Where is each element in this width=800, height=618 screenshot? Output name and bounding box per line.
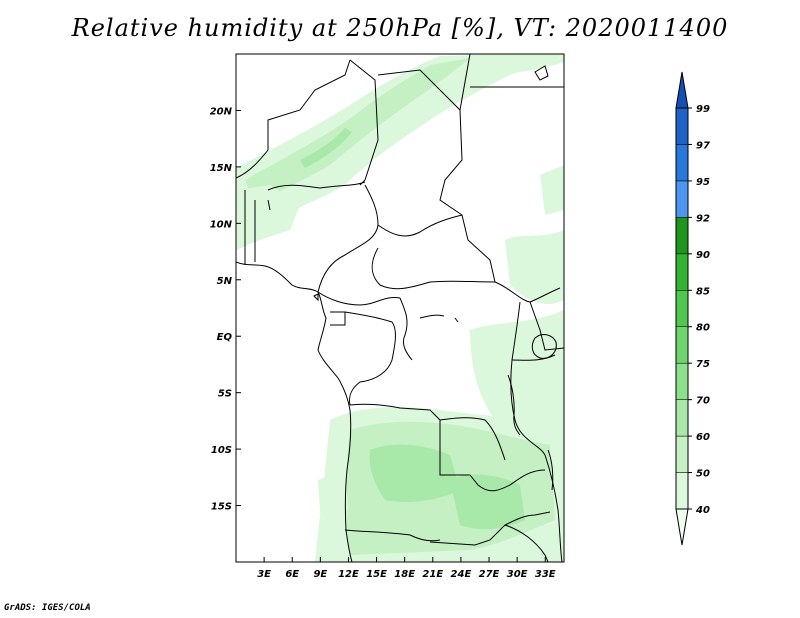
colorbar-segment xyxy=(675,326,689,364)
boundary-west-4 xyxy=(267,199,271,211)
boundary-south-4 xyxy=(504,524,549,562)
colorbar-segment xyxy=(675,362,689,400)
humidity-area-south-core xyxy=(450,474,525,530)
island-bioko xyxy=(313,293,319,302)
colorbar-segment xyxy=(675,435,689,473)
x-tick-label: 30E xyxy=(507,569,528,580)
x-tick-label: 9E xyxy=(313,569,327,580)
y-tick-label: 5S xyxy=(218,389,232,400)
colorbar-segment xyxy=(675,253,689,291)
boundary-south-1 xyxy=(439,417,506,461)
humidity-shading xyxy=(236,54,564,562)
colorbar-segment xyxy=(675,290,689,327)
colorbar-label: 60 xyxy=(696,432,710,443)
y-tick-label: 20N xyxy=(210,106,233,117)
colorbar-segment xyxy=(675,107,689,145)
x-tick-label: 6E xyxy=(285,569,299,580)
y-axis-ticks: 20N 15N 10N 5N EQ 5S 10S 15S xyxy=(210,106,241,513)
boundary-north-2 xyxy=(349,59,379,186)
humidity-area-northeast xyxy=(470,54,564,78)
boundary-central-2 xyxy=(377,214,463,237)
colorbar-max-triangle xyxy=(675,71,689,109)
grads-credit: GrADS: IGES/COLA xyxy=(4,603,91,613)
boundary-congo-river xyxy=(399,297,413,361)
boundary-west-1 xyxy=(267,181,366,191)
colorbar-label: 99 xyxy=(696,104,710,115)
x-tick-label: 15E xyxy=(366,569,387,580)
y-tick-label: 10S xyxy=(211,445,232,456)
humidity-area-east-edge xyxy=(505,230,564,305)
colorbar-label: 50 xyxy=(696,469,710,480)
boundary-central-3 xyxy=(371,247,496,290)
lake-tanganyika xyxy=(507,374,521,436)
colorbar-label: 80 xyxy=(696,323,710,334)
boundary-north-3 xyxy=(377,69,496,283)
boundary-central-1 xyxy=(317,184,379,293)
boundary-east-1 xyxy=(529,301,564,351)
coastline-west-africa xyxy=(236,261,353,562)
colorbar-label: 85 xyxy=(696,286,710,297)
boundary-east-2 xyxy=(511,354,556,361)
x-tick-label: 21E xyxy=(422,569,443,580)
x-tick-label: 18E xyxy=(394,569,415,580)
colorbar-label: 92 xyxy=(696,213,710,224)
humidity-area-north-streak xyxy=(300,128,352,168)
river-congo xyxy=(419,314,445,319)
chart-title: Relative humidity at 250hPa [%], VT: 202… xyxy=(71,14,729,42)
humidity-area-north-core xyxy=(245,58,470,205)
boundary-central-6 xyxy=(344,311,396,406)
colorbar-segment xyxy=(675,472,689,510)
y-tick-label: 5N xyxy=(217,276,233,287)
y-tick-label: 10N xyxy=(210,219,233,230)
humidity-area-north-band xyxy=(236,54,520,250)
x-tick-label: 33E xyxy=(535,569,556,580)
boundary-south-3 xyxy=(429,511,551,546)
coastline-northeast xyxy=(534,65,549,81)
boundary-north-4 xyxy=(459,54,471,111)
boundary-east-lakes xyxy=(510,301,546,456)
colorbar-label: 95 xyxy=(696,177,710,188)
colorbar-segment xyxy=(675,399,689,437)
x-tick-label: 24E xyxy=(451,569,472,580)
humidity-area-south-inner xyxy=(369,444,460,502)
y-tick-label: 15S xyxy=(211,502,232,513)
humidity-area-west xyxy=(236,185,300,250)
colorbar-label: 90 xyxy=(696,250,710,261)
boundary-central-4 xyxy=(317,291,401,306)
boundary-central-5 xyxy=(330,311,346,326)
colorbar-label: 97 xyxy=(696,140,710,151)
colorbar-label: 75 xyxy=(696,359,710,370)
map-frame xyxy=(235,53,565,563)
x-tick-label: 27E xyxy=(479,569,500,580)
humidity-area-east xyxy=(540,165,564,215)
boundary-east-coast xyxy=(544,454,563,562)
colorbar-segment xyxy=(675,180,689,218)
boundary-north-1 xyxy=(236,59,351,179)
colorbar-segment xyxy=(675,217,689,255)
x-axis-ticks: 3E 6E 9E 12E 15E 18E 21E 24E 27E 30E 33E xyxy=(257,557,556,580)
x-tick-label: 3E xyxy=(257,569,271,580)
y-tick-label: 15N xyxy=(210,163,233,174)
x-tick-label: 12E xyxy=(338,569,359,580)
lake-malawi xyxy=(547,449,554,491)
colorbar-label: 40 xyxy=(695,505,710,516)
colorbar: 40 50 60 70 75 80 85 90 92 95 97 99 xyxy=(675,71,710,546)
boundary-south-2 xyxy=(344,529,441,542)
humidity-area-east-lakes xyxy=(470,310,564,435)
y-tick-label: EQ xyxy=(217,332,233,343)
colorbar-min-triangle xyxy=(675,508,689,546)
colorbar-segment xyxy=(675,144,689,182)
river-ubangi xyxy=(454,317,459,323)
humidity-area-southwest xyxy=(318,470,348,512)
colorbar-frame xyxy=(675,107,689,510)
boundary-drc-south xyxy=(349,403,546,492)
country-boundaries xyxy=(236,54,564,562)
colorbar-label: 70 xyxy=(696,396,710,407)
lake-victoria xyxy=(531,334,557,359)
